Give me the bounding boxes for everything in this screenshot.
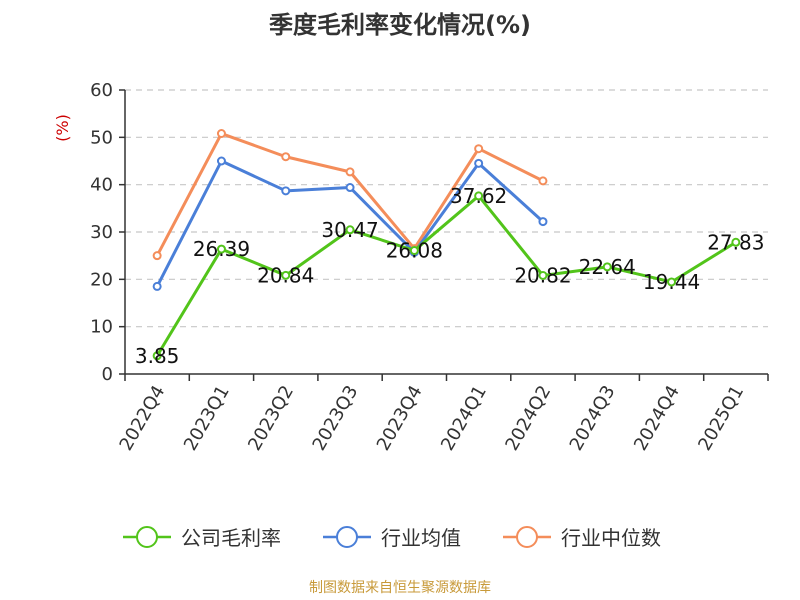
source-note: 制图数据来自恒生聚源数据库 [309, 580, 491, 596]
data-point [538, 270, 548, 280]
y-axis-label: (%) [53, 114, 72, 142]
x-tick-label: 2022Q4 [116, 382, 170, 454]
x-tick-label: 2023Q1 [180, 382, 234, 454]
series-line [155, 194, 737, 357]
chart-title: 季度毛利率变化情况(%) [269, 11, 531, 39]
series [152, 129, 741, 361]
y-tick-label: 60 [90, 80, 113, 101]
data-label: 20.82 [514, 263, 571, 287]
data-point [152, 251, 162, 261]
data-point [345, 167, 355, 177]
y-tick-label: 0 [102, 364, 113, 385]
data-point [667, 277, 677, 287]
x-tick-label: 2024Q3 [566, 382, 620, 454]
data-point [538, 176, 548, 186]
legend-item-label: 行业中位数 [561, 526, 661, 550]
legend-marker [336, 526, 358, 548]
legend: 公司毛利率 行业均值 行业中位数 [123, 526, 661, 550]
y-tick-label: 20 [90, 269, 113, 290]
data-point [152, 351, 162, 361]
legend-marker [516, 526, 538, 548]
data-point [216, 156, 226, 166]
grid [125, 89, 768, 328]
data-point [474, 158, 484, 168]
data-label: 3.85 [135, 344, 180, 368]
data-point [281, 152, 291, 162]
data-point [474, 191, 484, 201]
data-point [281, 186, 291, 196]
data-point [731, 237, 741, 247]
data-label: 22.64 [579, 255, 636, 279]
data-point [345, 225, 355, 235]
data-point [602, 262, 612, 272]
x-tick-label: 2023Q4 [373, 382, 427, 454]
data-point [345, 183, 355, 193]
data-label: 27.83 [707, 230, 764, 254]
y-tick-label: 40 [90, 175, 113, 196]
data-point [538, 217, 548, 227]
legend-item-label: 行业均值 [381, 526, 461, 550]
data-label: 20.84 [257, 263, 314, 287]
y-tick-label: 30 [90, 222, 113, 243]
data-label: 26.39 [193, 237, 250, 261]
y-tick-label: 50 [90, 127, 113, 148]
x-tick-label: 2024Q2 [501, 382, 555, 454]
data-label: 37.62 [450, 184, 507, 208]
y-tick-label: 10 [90, 317, 113, 338]
data-point [409, 246, 419, 256]
legend-item-label: 公司毛利率 [181, 526, 281, 550]
data-label: 30.47 [321, 218, 378, 242]
legend-marker [136, 526, 158, 548]
data-point [216, 244, 226, 254]
data-label: 19.44 [643, 270, 700, 294]
x-tick-label: 2025Q1 [694, 382, 748, 454]
x-tick-label: 2023Q2 [244, 382, 298, 454]
data-point [474, 144, 484, 154]
x-tick-label: 2023Q3 [308, 382, 362, 454]
data-point [152, 281, 162, 291]
data-point [216, 129, 226, 139]
data-label: 26.08 [386, 239, 443, 263]
x-tick-label: 2024Q4 [630, 382, 684, 454]
x-tick-label: 2024Q1 [437, 382, 491, 454]
data-labels: 3.85 26.39 20.84 30.47 26.08 37.62 20.82 22.64 1… [135, 184, 765, 368]
data-point [281, 270, 291, 280]
